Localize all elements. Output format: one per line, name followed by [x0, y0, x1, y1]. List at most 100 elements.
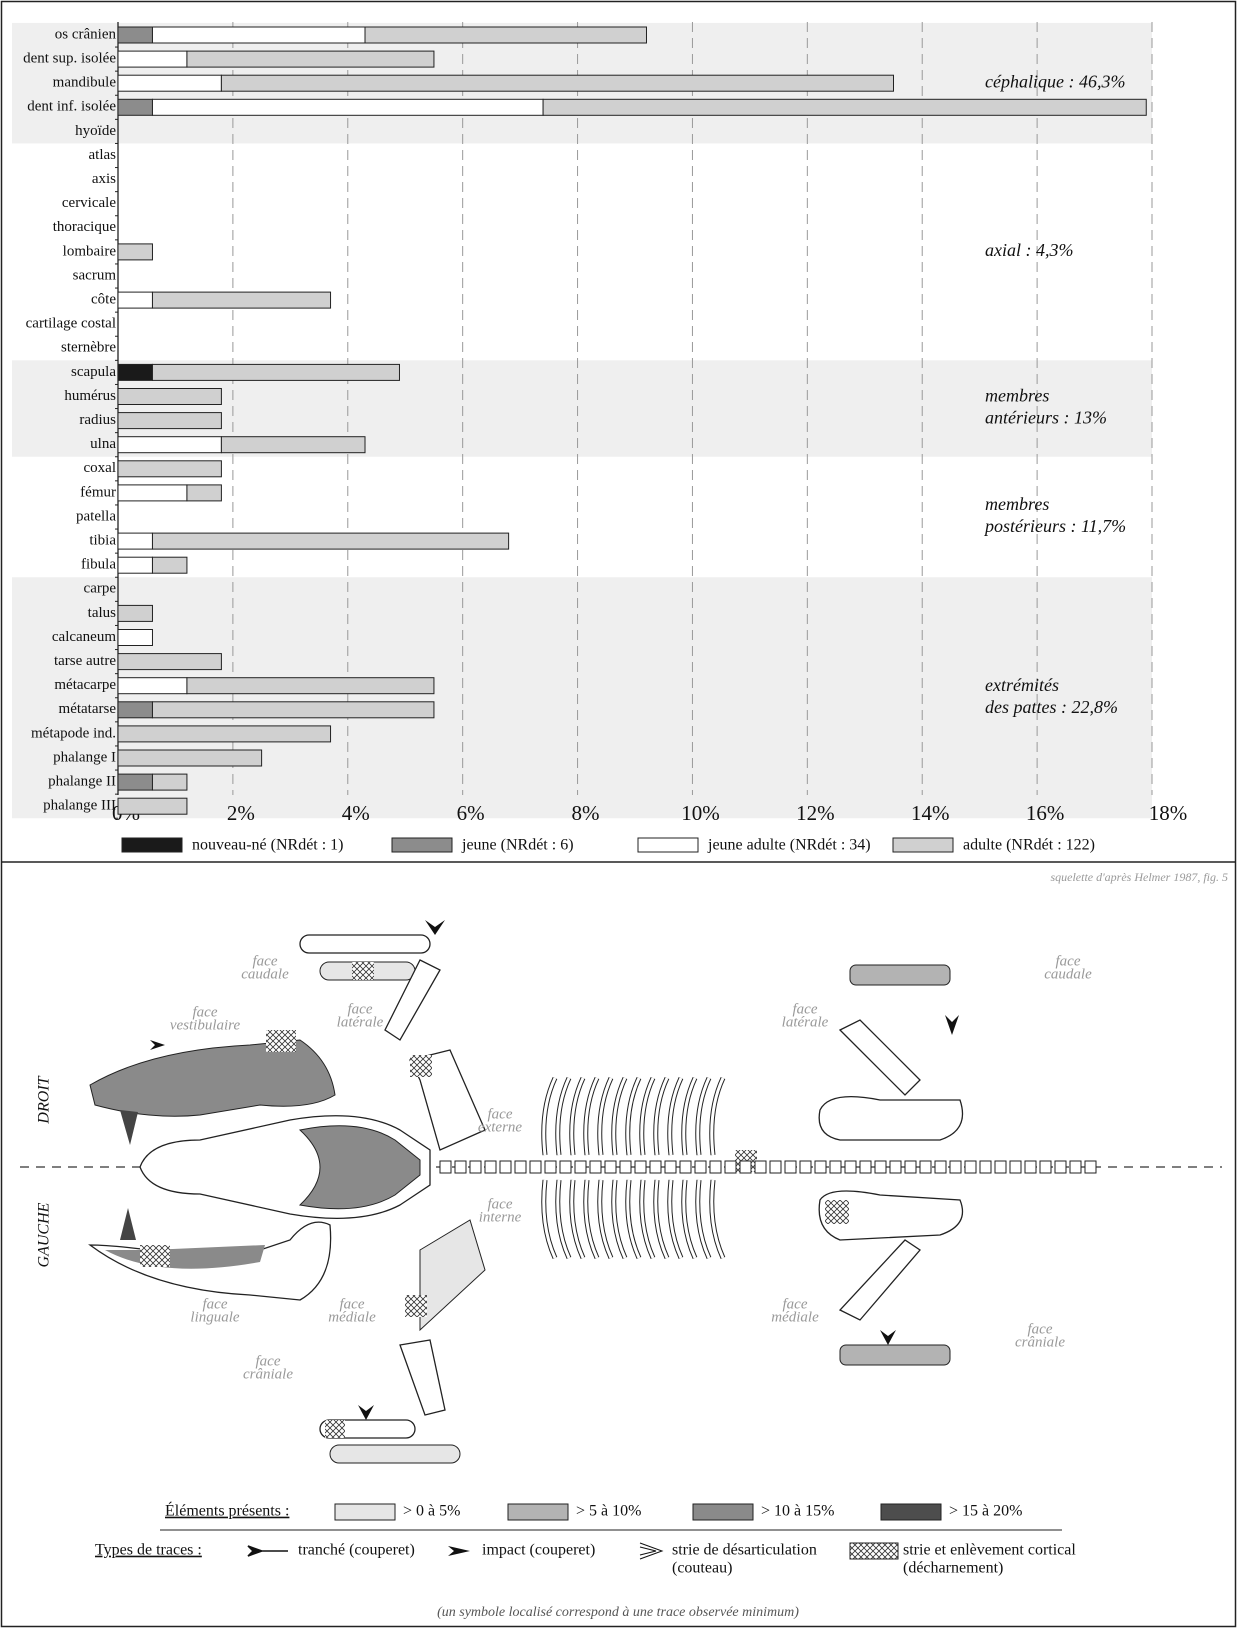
- y-tick-label: sternèbre: [61, 340, 116, 356]
- credit: squelette d'après Helmer 1987, fig. 5: [1050, 870, 1228, 884]
- bar-segment: [117, 412, 222, 430]
- bar-segment: [151, 291, 332, 309]
- vertebra: [469, 1160, 482, 1174]
- legend-swatch: [391, 837, 453, 853]
- vertebra: [724, 1160, 737, 1174]
- rib: [542, 1077, 557, 1156]
- rib: [682, 1179, 697, 1259]
- vertebra: [589, 1160, 602, 1174]
- trace-symbol: [639, 1542, 664, 1560]
- vertebra: [574, 1160, 587, 1174]
- x-tick-label: 12%: [796, 801, 835, 825]
- vertebra: [679, 1160, 692, 1174]
- legend-label: nouveau-né (NRdét : 1): [192, 837, 344, 854]
- vertebra: [814, 1160, 827, 1174]
- vertebra: [994, 1160, 1007, 1174]
- bar-segment: [117, 98, 153, 116]
- rib: [542, 1179, 557, 1259]
- legend-swatch: [121, 837, 183, 853]
- vertebra: [784, 1160, 797, 1174]
- y-tick-label: hyoïde: [75, 123, 116, 139]
- y-tick-label: tibia: [89, 533, 116, 549]
- face-label: face: [1028, 1321, 1053, 1337]
- coxal: [818, 1190, 964, 1241]
- group-annotation: membres: [985, 494, 1049, 514]
- bone: [849, 964, 951, 986]
- bar-segment: [117, 797, 188, 815]
- bar-segment: [117, 243, 153, 261]
- bar-segment: [151, 556, 188, 574]
- vertebra: [904, 1160, 917, 1174]
- coxal: [818, 1096, 964, 1141]
- rib: [654, 1179, 669, 1259]
- footnote: (un symbole localisé correspond à une tr…: [437, 1605, 799, 1620]
- rib: [570, 1077, 585, 1156]
- face-label: face: [256, 1353, 281, 1369]
- bone: [384, 959, 441, 1041]
- y-tick-label: fémur: [80, 484, 116, 500]
- face-label: face: [193, 1004, 218, 1020]
- bar-segment: [151, 26, 366, 44]
- face-label: linguale: [190, 1309, 240, 1325]
- x-tick-label: 14%: [911, 801, 950, 825]
- trace: [880, 1330, 896, 1345]
- cut-marks: [325, 1420, 345, 1438]
- trace: [425, 920, 445, 935]
- scapula: [419, 1219, 486, 1332]
- face-label: face: [203, 1296, 228, 1312]
- y-tick-label: calcaneum: [52, 629, 116, 645]
- face-label: face: [783, 1296, 808, 1312]
- rib: [626, 1077, 641, 1156]
- legend-label: tranché (couperet): [298, 1542, 415, 1559]
- legend-label: > 0 à 5%: [403, 1503, 460, 1520]
- y-tick-label: carpe: [84, 581, 117, 597]
- vertebra: [439, 1160, 452, 1174]
- bar-segment: [151, 773, 188, 791]
- face-label: interne: [479, 1209, 522, 1225]
- vertebra: [529, 1160, 542, 1174]
- vertebra: [664, 1160, 677, 1174]
- bar-segment: [117, 604, 153, 622]
- bar-segment: [186, 50, 435, 68]
- vertebra: [1024, 1160, 1037, 1174]
- vertebra: [799, 1160, 812, 1174]
- legend-label: strie de désarticulation: [672, 1542, 817, 1559]
- y-tick-label: patella: [76, 508, 116, 524]
- tooth: [120, 1110, 138, 1145]
- face-label: externe: [478, 1119, 522, 1135]
- vertebra: [499, 1160, 512, 1174]
- bone: [329, 1444, 461, 1464]
- trace-symbol: [247, 1545, 288, 1557]
- y-tick-label: thoracique: [53, 219, 117, 235]
- cut-marks: [140, 1245, 170, 1267]
- vertebra: [1084, 1160, 1097, 1174]
- vertebra: [934, 1160, 947, 1174]
- vertebra: [964, 1160, 977, 1174]
- y-tick-label: fibula: [81, 557, 116, 573]
- rib: [668, 1077, 683, 1156]
- face-label: face: [340, 1296, 365, 1312]
- vertebra: [874, 1160, 887, 1174]
- bar-segment: [117, 653, 222, 671]
- cut-marks: [266, 1030, 296, 1052]
- y-tick-label: métacarpe: [54, 677, 116, 693]
- y-tick-label: cartilage costal: [26, 316, 116, 332]
- skull-region: [298, 1125, 421, 1210]
- bar-segment: [151, 363, 400, 381]
- rib: [696, 1077, 711, 1156]
- y-tick-label: phalange I: [53, 749, 116, 765]
- bar-segment: [117, 677, 188, 695]
- rib: [640, 1077, 655, 1156]
- bar-chart: 0%2%4%6%8%10%12%14%16%18%os crâniendent …: [12, 22, 1187, 854]
- vertebra: [559, 1160, 572, 1174]
- vertebra: [484, 1160, 497, 1174]
- y-tick-label: os crânien: [55, 26, 117, 42]
- rib: [710, 1179, 725, 1259]
- vertebra: [454, 1160, 467, 1174]
- bar-segment: [117, 773, 153, 791]
- rib: [584, 1077, 599, 1156]
- x-tick-label: 8%: [572, 801, 600, 825]
- rib: [668, 1179, 683, 1259]
- vertebra: [694, 1160, 707, 1174]
